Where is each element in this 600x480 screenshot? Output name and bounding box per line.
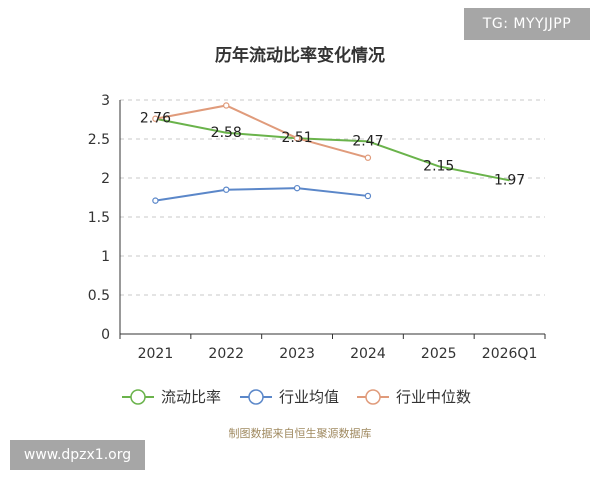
data-label: 2.58 — [211, 125, 242, 141]
series-point — [152, 115, 159, 122]
legend-label: 行业中位数 — [396, 388, 471, 406]
x-tick-label: 2023 — [279, 346, 315, 362]
x-tick-label: 2025 — [421, 346, 457, 362]
tg-watermark-badge: TG: MYYJJPP — [464, 8, 590, 40]
x-tick-label: 2026Q1 — [482, 346, 538, 362]
y-tick-label: 0 — [101, 327, 110, 343]
y-tick-label: 2.5 — [88, 132, 110, 148]
series-lines — [152, 102, 510, 204]
data-label: 2.15 — [423, 158, 454, 174]
data-label: 2.51 — [281, 130, 312, 146]
y-tick-label: 0.5 — [88, 288, 110, 304]
legend-marker-icon — [365, 389, 381, 405]
series-point — [223, 186, 230, 193]
axes: 0 0.5 1 1.5 2 2.5 3 2021 2022 2023 2024 2025 2026Q1 — [88, 93, 546, 362]
data-label: 1.97 — [494, 172, 525, 188]
legend-marker-icon — [130, 389, 146, 405]
legend-label: 流动比率 — [161, 388, 221, 406]
series-point — [364, 154, 372, 161]
y-tick-label: 1 — [101, 249, 110, 265]
series-line — [155, 117, 510, 182]
x-tick-label: 2024 — [350, 346, 386, 362]
legend-label: 行业均值 — [279, 388, 339, 406]
y-tick-label: 2 — [101, 171, 110, 187]
legend-marker-icon — [248, 389, 264, 405]
series-point — [364, 192, 372, 200]
grid-lines — [120, 99, 545, 296]
series-point — [293, 135, 301, 142]
x-tick-label: 2022 — [208, 346, 244, 362]
source-note: 制图数据来自恒生聚源数据库 — [229, 426, 372, 440]
y-tick-label: 3 — [101, 93, 110, 109]
series-line — [155, 104, 369, 159]
site-watermark-badge: www.dpzx1.org — [10, 440, 145, 470]
series-line — [155, 187, 369, 202]
chart-title: 历年流动比率变化情况 — [215, 45, 385, 66]
data-labels: 2.76 2.58 2.51 2.47 2.15 1.97 — [140, 111, 525, 189]
data-label: 2.76 — [140, 111, 171, 127]
series-point — [152, 197, 159, 204]
series-point — [223, 102, 230, 109]
y-tick-label: 1.5 — [88, 210, 110, 226]
x-tick-label: 2021 — [138, 346, 174, 362]
series-point — [293, 184, 301, 192]
data-label: 2.47 — [352, 133, 383, 149]
legend: 流动比率 行业均值 行业中位数 — [122, 388, 471, 406]
